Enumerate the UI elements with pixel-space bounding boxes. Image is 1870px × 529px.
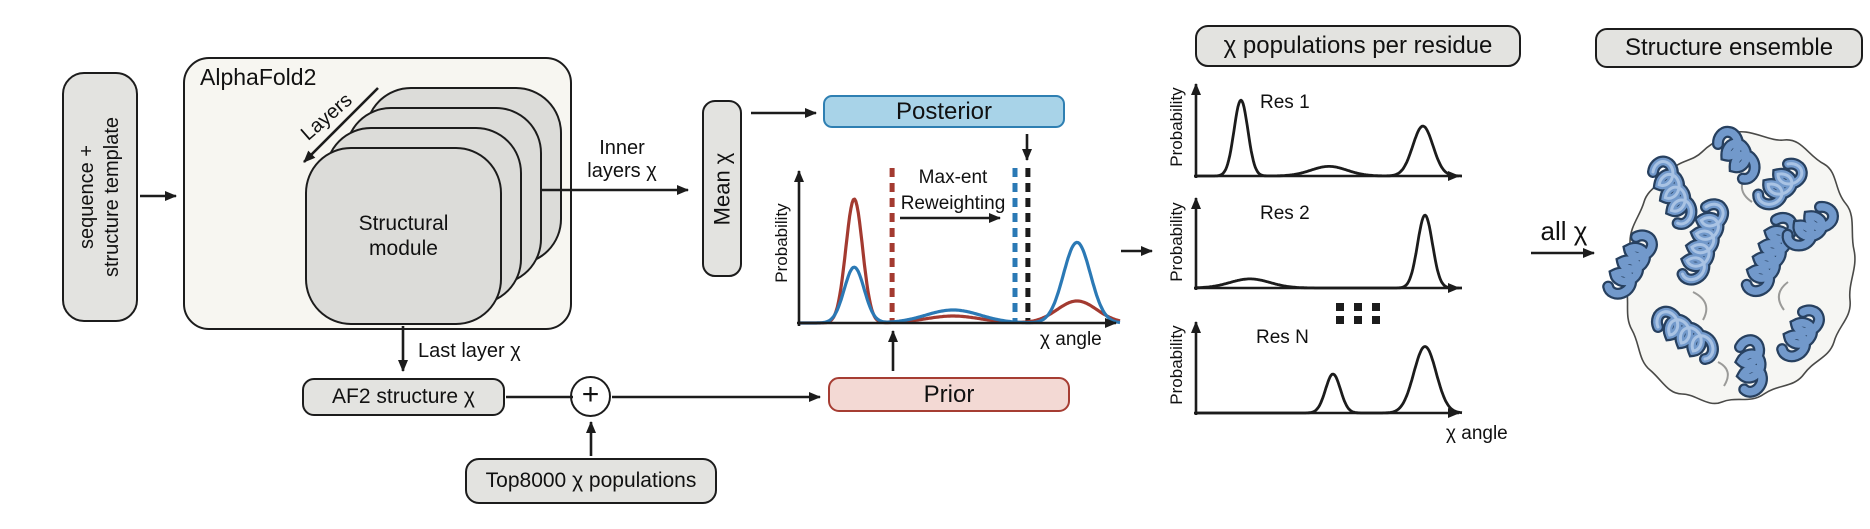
populations-header-label: χ populations per residue bbox=[1223, 32, 1493, 59]
ellipsis-dots bbox=[1336, 303, 1380, 324]
top8000-box: Top8000 χ populations bbox=[465, 458, 717, 504]
maxent-line2: Reweighting bbox=[900, 192, 1006, 214]
main-xlabel: χ angle bbox=[1040, 329, 1102, 350]
alphafold2-title: AlphaFold2 bbox=[200, 64, 317, 90]
res2-ylabel: Probability bbox=[1167, 202, 1186, 282]
res-xlabel: χ angle bbox=[1446, 423, 1508, 444]
input-box: sequence + structure template bbox=[62, 72, 138, 322]
plus-node: + bbox=[570, 376, 611, 417]
af2-structure-label: AF2 structure χ bbox=[332, 385, 475, 408]
structural-module-line1: Structural bbox=[358, 211, 449, 235]
residue-charts bbox=[1191, 83, 1463, 418]
posterior-box: Posterior bbox=[823, 95, 1065, 128]
protein-structure-image bbox=[1598, 112, 1856, 405]
prior-box: Prior bbox=[828, 377, 1070, 412]
mean-chi-box: Mean χ bbox=[702, 100, 742, 277]
maxent-annotation: Max-ent Reweighting bbox=[886, 165, 1020, 216]
layer-square-front: Structural module bbox=[305, 147, 502, 325]
main-ylabel: Probability bbox=[772, 203, 791, 283]
last-layer-label: Last layer χ bbox=[418, 340, 521, 362]
mean-chi-label: Mean χ bbox=[709, 152, 735, 225]
maxent-line1: Max-ent bbox=[918, 167, 988, 188]
structural-module-line2: module bbox=[369, 237, 438, 260]
input-box-label: sequence + structure template bbox=[75, 117, 125, 277]
inner-layers-label: Inner layers χ bbox=[568, 137, 676, 183]
structural-module-label: Structural module bbox=[359, 211, 449, 261]
res2-label: Res 2 bbox=[1260, 203, 1310, 224]
ensemble-header-box: Structure ensemble bbox=[1595, 28, 1863, 68]
populations-header-box: χ populations per residue bbox=[1195, 25, 1521, 67]
all-chi-label: all χ bbox=[1540, 216, 1588, 246]
resN-label: Res N bbox=[1256, 327, 1309, 348]
input-label-line1: sequence + bbox=[76, 145, 99, 249]
inner-layers-line2: layers χ bbox=[587, 160, 657, 182]
inner-layers-line1: Inner bbox=[599, 137, 645, 159]
input-label-line2: structure template bbox=[101, 116, 124, 278]
ensemble-header-label: Structure ensemble bbox=[1624, 34, 1834, 61]
res1-label: Res 1 bbox=[1260, 92, 1310, 113]
plus-label: + bbox=[581, 378, 600, 411]
af2-structure-box: AF2 structure χ bbox=[302, 378, 505, 416]
top8000-label: Top8000 χ populations bbox=[485, 469, 697, 492]
res1-ylabel: Probability bbox=[1167, 87, 1186, 167]
resN-ylabel: Probability bbox=[1167, 325, 1186, 405]
posterior-label: Posterior bbox=[895, 97, 993, 125]
prior-label: Prior bbox=[923, 380, 975, 408]
reweighting-chart bbox=[794, 168, 1121, 328]
